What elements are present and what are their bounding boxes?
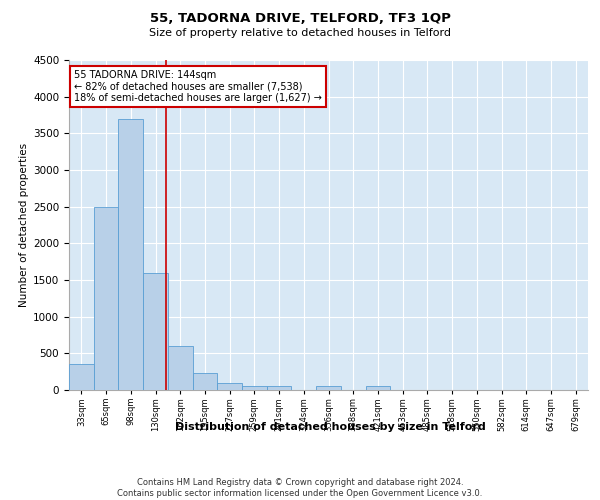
Bar	[316, 386, 341, 390]
Bar	[242, 386, 267, 390]
Text: 55, TADORNA DRIVE, TELFORD, TF3 1QP: 55, TADORNA DRIVE, TELFORD, TF3 1QP	[149, 12, 451, 26]
Bar	[217, 382, 242, 390]
Text: 55 TADORNA DRIVE: 144sqm
← 82% of detached houses are smaller (7,538)
18% of sem: 55 TADORNA DRIVE: 144sqm ← 82% of detach…	[74, 70, 322, 103]
Text: Distribution of detached houses by size in Telford: Distribution of detached houses by size …	[175, 422, 485, 432]
Y-axis label: Number of detached properties: Number of detached properties	[19, 143, 29, 307]
Bar	[267, 386, 292, 390]
Bar	[168, 346, 193, 390]
Bar	[94, 206, 118, 390]
Text: Size of property relative to detached houses in Telford: Size of property relative to detached ho…	[149, 28, 451, 38]
Text: Contains HM Land Registry data © Crown copyright and database right 2024.
Contai: Contains HM Land Registry data © Crown c…	[118, 478, 482, 498]
Bar	[193, 373, 217, 390]
Bar	[365, 386, 390, 390]
Bar	[143, 272, 168, 390]
Bar	[69, 364, 94, 390]
Bar	[118, 118, 143, 390]
